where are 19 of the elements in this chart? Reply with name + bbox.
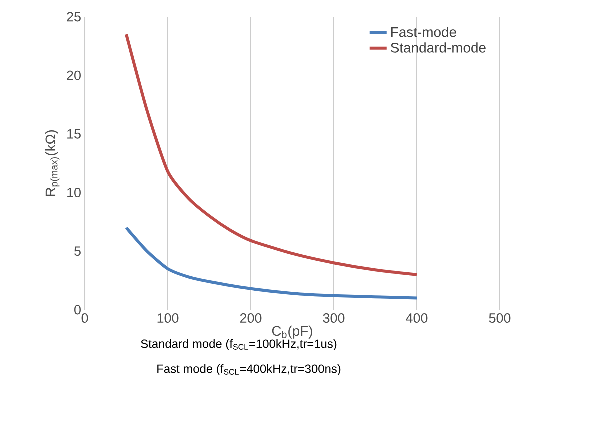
x-tick-label: 200 <box>240 314 262 324</box>
x-tick-label: 0 <box>82 314 88 324</box>
legend-label: Fast-mode <box>392 27 456 38</box>
y-tick-label: 5 <box>74 246 81 256</box>
x-axis-title: C$_{b}$(pF) <box>272 326 312 339</box>
legend-label: Standard-mode <box>391 42 486 53</box>
text: Fast mode (f$_{SCL}$=400kHz,tr=300ns) <box>158 364 341 376</box>
x-tick-label: 300 <box>323 314 345 324</box>
y-tick-label: 20 <box>67 70 81 80</box>
x-tick-label: 500 <box>489 314 511 324</box>
text: Standard mode (f$_{SCL}$=100kHz,tr=1us) <box>141 339 337 351</box>
line-series <box>125 226 419 300</box>
y-axis-title: R$_{p(max)}$(kΩ) <box>45 130 60 196</box>
x-tick-label: 100 <box>158 314 179 324</box>
x-tick-label: 400 <box>406 314 428 324</box>
y-tick-label: 10 <box>68 188 81 198</box>
y-tick-label: 25 <box>67 12 81 22</box>
y-tick-label: 15 <box>68 129 81 139</box>
y-tick-label: 0 <box>74 305 81 315</box>
